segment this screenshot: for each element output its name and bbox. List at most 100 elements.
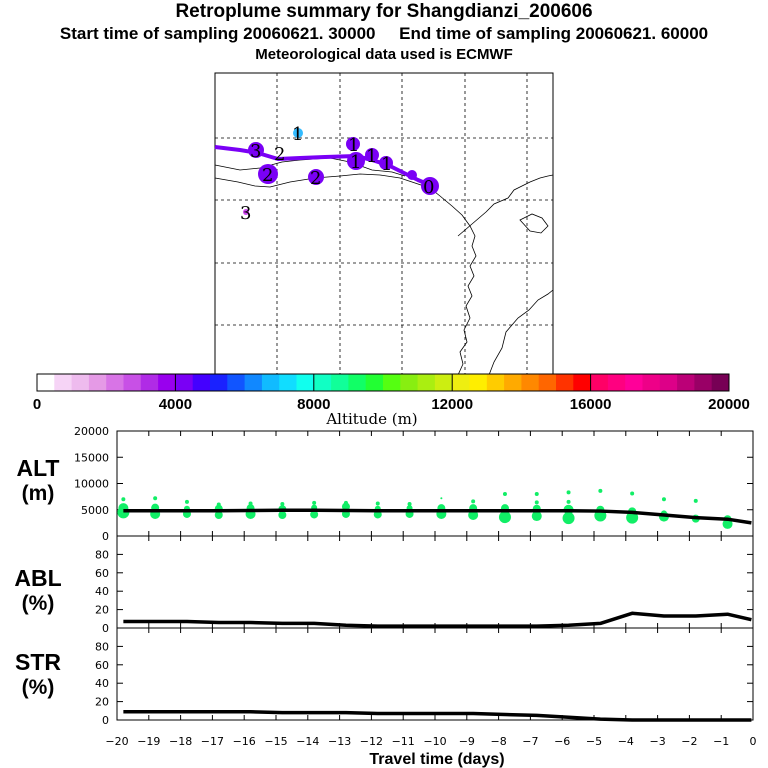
colorbar-cell — [210, 374, 228, 391]
altitude-dot — [216, 502, 221, 507]
colorbar-cell — [711, 374, 730, 391]
colorbar-cell — [106, 374, 124, 391]
colorbar-cell — [590, 374, 609, 391]
plume-labels: 1 3 2 2 2 1 1 1 1 0 3 — [240, 124, 434, 224]
coast-line-south — [214, 173, 431, 189]
x-tick-label: −4 — [618, 735, 634, 748]
series-line — [123, 709, 752, 722]
colorbar-cell — [504, 374, 522, 391]
x-tick-label: −3 — [649, 735, 665, 748]
colorbar-cell — [434, 374, 453, 391]
x-tick-label: −1 — [713, 735, 729, 748]
colorbar-cell — [261, 374, 280, 391]
plume-circle — [243, 209, 249, 215]
colorbar-cell — [694, 374, 713, 391]
panel-ylabel: ABL — [14, 565, 61, 591]
altitude-dot — [626, 511, 639, 524]
colorbar-tick-label: 0 — [33, 396, 41, 413]
colorbar-cell — [417, 374, 436, 391]
y-tick-label: 40 — [95, 585, 109, 598]
altitude-dot — [248, 501, 253, 506]
plume-trajectory — [214, 145, 433, 188]
colorbar-cell — [244, 374, 263, 391]
x-tick-label: −13 — [328, 735, 351, 748]
colorbar-cell — [573, 374, 591, 391]
altitude-dot — [534, 492, 539, 496]
altitude-dot — [341, 502, 350, 511]
y-tick-label: 20 — [95, 696, 109, 709]
plume-label: 0 — [423, 177, 434, 198]
x-tick-label: −10 — [423, 735, 446, 748]
y-tick-label: 0 — [102, 622, 109, 635]
panel-ylabel: STR — [15, 649, 61, 675]
colorbar-cell — [140, 374, 159, 391]
colorbar-cell — [71, 374, 90, 391]
plume-label: 2 — [274, 144, 285, 165]
colorbar-cell — [607, 374, 626, 391]
altitude-dot — [343, 500, 348, 505]
altitude-dot — [598, 488, 603, 493]
panel-frame — [116, 430, 754, 537]
plume-circle — [258, 164, 278, 184]
colorbar-cell — [279, 374, 297, 391]
x-tick-label: −20 — [105, 735, 128, 748]
altitude-dot — [407, 501, 412, 506]
panel-abl: 0 20 40 60 80 ABL(%) — [14, 535, 754, 635]
x-tick-label: −19 — [137, 735, 160, 748]
y-tick-label: 0 — [102, 714, 109, 727]
coast-japan — [488, 289, 554, 376]
plume-circle — [293, 128, 303, 138]
coast-korea — [429, 187, 477, 376]
colorbar-tick-label: 4000 — [159, 396, 192, 413]
map-grid — [215, 73, 553, 375]
colorbar-cell — [469, 374, 488, 391]
plume-label: 1 — [381, 154, 392, 175]
colorbar-tick-label: 8000 — [297, 396, 330, 413]
sampling-times: Start time of sampling 20060621. 30000 E… — [0, 24, 768, 44]
plume-label: 3 — [250, 141, 261, 162]
y-tick-label: 20000 — [74, 425, 109, 438]
coast-peninsula — [457, 174, 554, 237]
plume-label: 3 — [240, 203, 251, 224]
x-axis-label: Travel time (days) — [369, 751, 504, 768]
colorbar-cell — [659, 374, 678, 391]
panel-ylabel-unit: (%) — [22, 676, 55, 699]
altitude-dot — [278, 511, 287, 519]
colorbar-cell — [521, 374, 540, 391]
colorbar-cell — [556, 374, 574, 391]
altitude-dot — [693, 498, 698, 503]
altitude-dot — [312, 500, 317, 505]
colorbar-cell — [37, 374, 55, 391]
colorbar-cell — [175, 374, 194, 391]
altitude-dot — [153, 496, 158, 501]
figure-title: Retroplume summary for Shangdianzi_20060… — [175, 1, 593, 22]
colorbar-cell — [348, 374, 367, 391]
altitude-dot — [534, 500, 539, 505]
colorbar-label: Altitude (m) — [325, 410, 417, 428]
altitude-dot — [566, 490, 571, 495]
colorbar-cell — [123, 374, 142, 391]
panel-frame — [116, 627, 754, 721]
map-coastlines — [214, 157, 554, 376]
panel-ylabel: ALT — [16, 455, 59, 481]
plume-label: 1 — [348, 135, 359, 156]
altitude-dot — [562, 512, 575, 525]
colorbar-tick-label: 12000 — [431, 396, 473, 413]
x-tick-label: −11 — [392, 735, 415, 748]
x-tick-label: −18 — [169, 735, 192, 748]
altitude-dot — [502, 492, 507, 496]
altitude-dot — [661, 497, 666, 502]
altitude-dot — [630, 491, 635, 496]
colorbar-cell — [538, 374, 557, 391]
colorbar-cell — [227, 374, 245, 391]
plume-label: 1 — [292, 124, 303, 145]
y-tick-label: 80 — [95, 640, 109, 653]
time-series-panels: 05000100001500020000ALT(m)020406080ABL(%… — [14, 425, 756, 768]
altitude-dot — [121, 497, 126, 502]
colorbar-cell — [625, 374, 643, 391]
x-tick-label: −6 — [554, 735, 570, 748]
altitude-dot — [440, 497, 443, 500]
y-tick-label: 10000 — [74, 478, 109, 491]
plume-label: 1 — [350, 152, 361, 173]
